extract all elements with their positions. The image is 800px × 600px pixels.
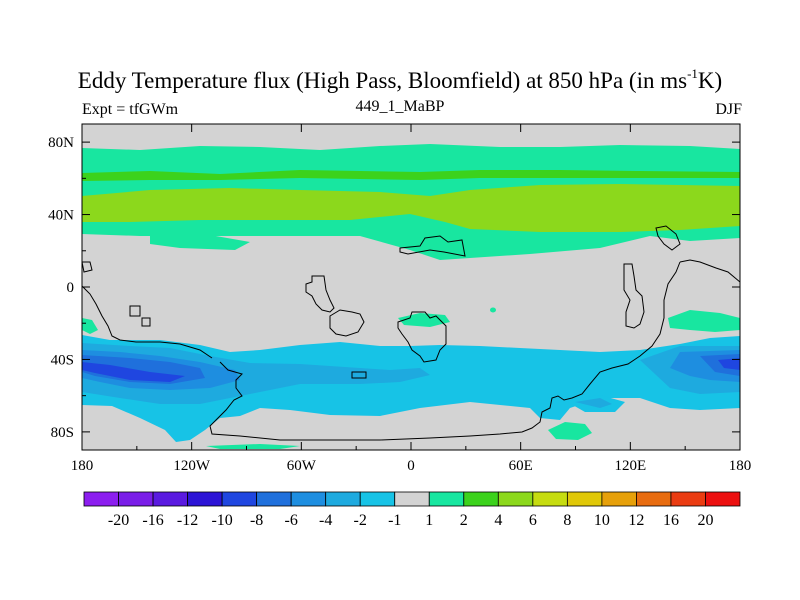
colorbar-label: 16 xyxy=(663,512,679,529)
colorbar-swatch xyxy=(532,491,568,507)
x-tick-label: 120W xyxy=(173,458,211,474)
season-label: DJF xyxy=(715,101,742,118)
colorbar-swatch xyxy=(256,491,292,507)
antarctic-patch-west xyxy=(206,444,300,449)
tropical-dot xyxy=(490,307,496,313)
y-tick-label: 80S xyxy=(51,425,74,441)
sh-band-level-5 xyxy=(82,362,185,382)
coast-africa xyxy=(397,311,447,363)
colorbar-label: 20 xyxy=(697,512,713,529)
nh-band-level-3 xyxy=(82,184,740,232)
coast-south-america xyxy=(329,309,365,337)
map-title-text: Eddy Temperature flux (High Pass, Bloomf… xyxy=(77,68,688,93)
coast-maritime-continent xyxy=(655,225,681,251)
northern-storm-track xyxy=(82,144,740,260)
antarctic-patch-east xyxy=(548,422,592,440)
contour-field xyxy=(82,144,740,449)
continent-outlines xyxy=(82,225,740,441)
colorbar-label: -1 xyxy=(388,512,401,529)
colorbar-label: -2 xyxy=(354,512,367,529)
colorbar-swatch xyxy=(325,491,361,507)
map-title-superscript: -1 xyxy=(687,66,698,81)
colorbar-label: -16 xyxy=(142,512,163,529)
coast-southern-ocean-west xyxy=(82,285,213,359)
coast-central-america xyxy=(305,275,335,313)
colorbar-label: 10 xyxy=(594,512,610,529)
colorbar-swatch xyxy=(290,491,327,507)
colorbar-swatch xyxy=(394,491,430,507)
colorbar-label: -4 xyxy=(319,512,332,529)
sh-band-level-5-east xyxy=(718,358,740,370)
sh-band-level-1 xyxy=(82,335,740,442)
map-title: Eddy Temperature flux (High Pass, Bloomf… xyxy=(0,66,800,94)
colorbar-swatch xyxy=(428,491,465,507)
nh-band-level-2 xyxy=(82,170,740,181)
colorbar-label: -10 xyxy=(211,512,232,529)
colorbar-swatch xyxy=(601,491,637,507)
colorbar-label: 8 xyxy=(563,512,571,529)
colorbar-label: -12 xyxy=(177,512,198,529)
coast-east-asia xyxy=(623,263,645,329)
colorbar-swatch xyxy=(670,491,706,507)
x-tick-label: 0 xyxy=(407,458,415,474)
y-tick-label: 80N xyxy=(48,135,74,151)
coast-small-islands xyxy=(82,261,367,379)
x-tick-label: 60W xyxy=(287,458,317,474)
colorbar-swatch xyxy=(705,491,741,507)
y-tick-label: 40N xyxy=(48,208,74,224)
colorbar-swatch xyxy=(497,491,534,507)
x-tick-label: 180 xyxy=(729,458,752,474)
colorbar-label: -20 xyxy=(108,512,129,529)
colorbar-label: 6 xyxy=(529,512,537,529)
x-tick-label: 60E xyxy=(509,458,533,474)
colorbar-swatch xyxy=(187,491,223,507)
y-tick-label: 40S xyxy=(51,352,74,368)
colorbar-label: -6 xyxy=(284,512,297,529)
tropical-patch-east xyxy=(668,310,740,332)
colorbar-label: 12 xyxy=(628,512,644,529)
map-axes: 180 120W 60W 0 60E 120E 180 80N 40N 0 40S 80S xyxy=(48,124,751,474)
experiment-label: Expt = tfGWm xyxy=(82,101,179,118)
y-tick-label: 0 xyxy=(67,280,75,296)
nh-weak-patch xyxy=(150,235,250,250)
tropical-patch-west xyxy=(82,318,98,334)
colorbar-swatch xyxy=(152,491,188,507)
colorbar-swatch xyxy=(118,491,154,507)
colorbar-swatch xyxy=(221,491,258,507)
colorbar-label: 4 xyxy=(494,512,502,529)
colorbar-label: 2 xyxy=(460,512,468,529)
coast-australia xyxy=(209,259,740,441)
southern-storm-track xyxy=(82,335,740,442)
map-title-unit-end: K) xyxy=(697,68,723,93)
colorbar-label: -8 xyxy=(250,512,263,529)
colorbar-swatch xyxy=(463,491,499,507)
x-tick-label: 120E xyxy=(614,458,646,474)
colorbar-swatch xyxy=(359,491,396,507)
colorbar-swatch xyxy=(566,491,603,507)
colorbar-swatch xyxy=(636,491,672,507)
sh-patch-mid-inner xyxy=(575,398,612,408)
run-id-label: 449_1_MaBP xyxy=(355,98,445,115)
colorbar-swatch xyxy=(83,491,119,507)
coast-eurasia-south xyxy=(399,235,466,257)
colorbar: -20 -16 -12 -10 -8 -6 -4 -2 -1 1 2 4 6 8 10 12 16 20 xyxy=(83,491,741,529)
colorbar-label: 1 xyxy=(425,512,433,529)
x-tick-label: 180 xyxy=(71,458,94,474)
